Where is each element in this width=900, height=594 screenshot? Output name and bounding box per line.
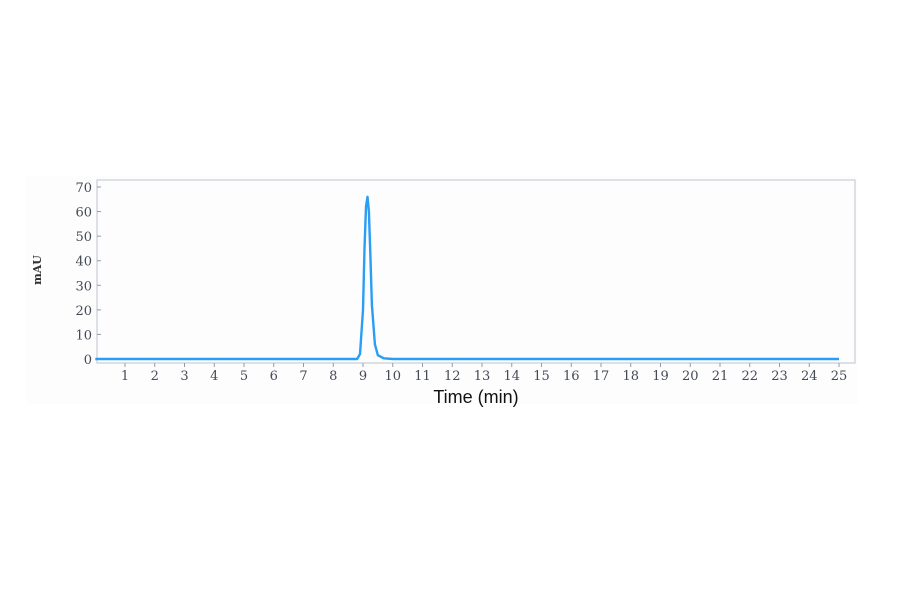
y-tick-label: 60 <box>75 206 92 221</box>
x-tick-label: 1 <box>121 369 129 384</box>
y-tick-label: 0 <box>84 353 92 368</box>
y-tick-label: 70 <box>75 181 92 196</box>
y-tick-label: 20 <box>75 304 92 319</box>
series-line <box>95 195 839 361</box>
y-tick-label: 50 <box>75 230 92 245</box>
y-axis-label: mAU <box>31 255 44 285</box>
x-tick-label: 18 <box>622 369 639 384</box>
x-tick-label: 13 <box>474 369 491 384</box>
x-tick-label: 3 <box>180 369 188 384</box>
x-tick-label: 21 <box>712 369 729 384</box>
x-tick-label: 22 <box>741 369 758 384</box>
plot-frame <box>96 179 856 364</box>
x-tick-label: 17 <box>593 369 610 384</box>
x-tick-label: 23 <box>771 369 788 384</box>
x-tick-label: 9 <box>359 369 367 384</box>
x-tick-label: 4 <box>210 369 218 384</box>
x-tick-label: 14 <box>503 369 520 384</box>
x-tick-label: 2 <box>151 369 159 384</box>
x-tick-label: 16 <box>563 369 580 384</box>
y-tick-label: 30 <box>75 279 92 294</box>
x-tick-label: 5 <box>240 369 248 384</box>
y-tick-label: 10 <box>75 328 92 343</box>
x-tick-label: 24 <box>801 369 818 384</box>
y-tick-label: 40 <box>75 255 92 270</box>
x-tick-label: 15 <box>533 369 550 384</box>
x-tick-label: 25 <box>831 369 848 384</box>
x-tick-label: 10 <box>384 369 401 384</box>
x-tick-label: 8 <box>329 369 337 384</box>
x-tick-label: 12 <box>444 369 461 384</box>
x-axis-label: Time (min) <box>433 387 518 407</box>
x-tick-label: 7 <box>299 369 307 384</box>
x-tick-label: 19 <box>652 369 669 384</box>
x-tick-label: 11 <box>414 369 431 384</box>
x-tick-label: 20 <box>682 369 699 384</box>
x-tick-label: 6 <box>270 369 278 384</box>
